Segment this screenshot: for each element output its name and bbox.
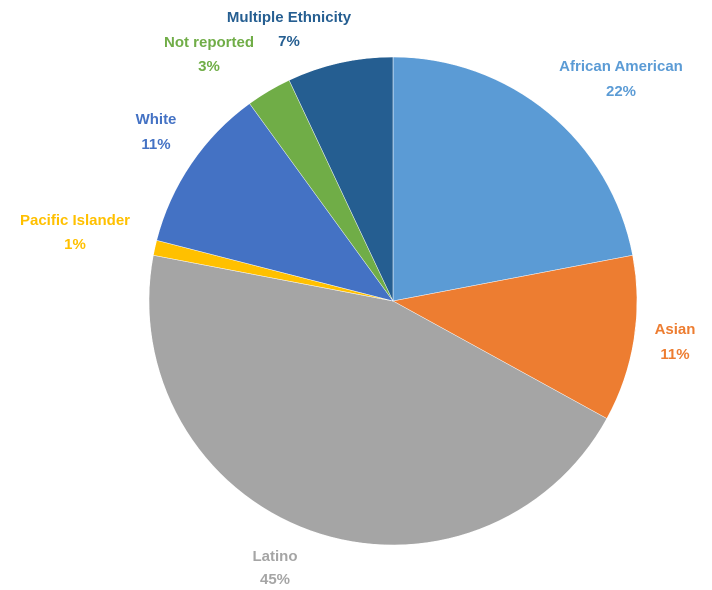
label-pacific-islander-name: Pacific Islander: [20, 212, 130, 229]
label-pacific-islander-value: 1%: [64, 236, 86, 253]
pie-slices: [148, 56, 638, 546]
label-african-american-value: 22%: [606, 83, 636, 100]
pie-slice-latino: [148, 254, 608, 546]
pie-labels: African American 22% Asian 11% Latino 45…: [20, 9, 695, 588]
pie-slice-white: [156, 103, 394, 302]
label-asian-name: Asian: [655, 321, 696, 338]
label-african-american-name: African American: [559, 58, 683, 75]
label-white-name: White: [136, 111, 177, 128]
label-multiple-ethnicity-name: Multiple Ethnicity: [227, 9, 352, 26]
pie-slice-african-american: [392, 56, 633, 302]
pie-slice-multiple-ethnicity: [288, 56, 394, 302]
label-not-reported-value: 3%: [198, 58, 220, 75]
pie-slice-asian: [392, 254, 638, 419]
label-white-value: 11%: [141, 136, 170, 153]
label-latino-name: Latino: [253, 548, 298, 565]
label-multiple-ethnicity-value: 7%: [278, 33, 300, 50]
label-latino-value: 45%: [260, 571, 290, 588]
label-not-reported-name: Not reported: [164, 34, 254, 51]
label-asian-value: 11%: [660, 346, 689, 363]
